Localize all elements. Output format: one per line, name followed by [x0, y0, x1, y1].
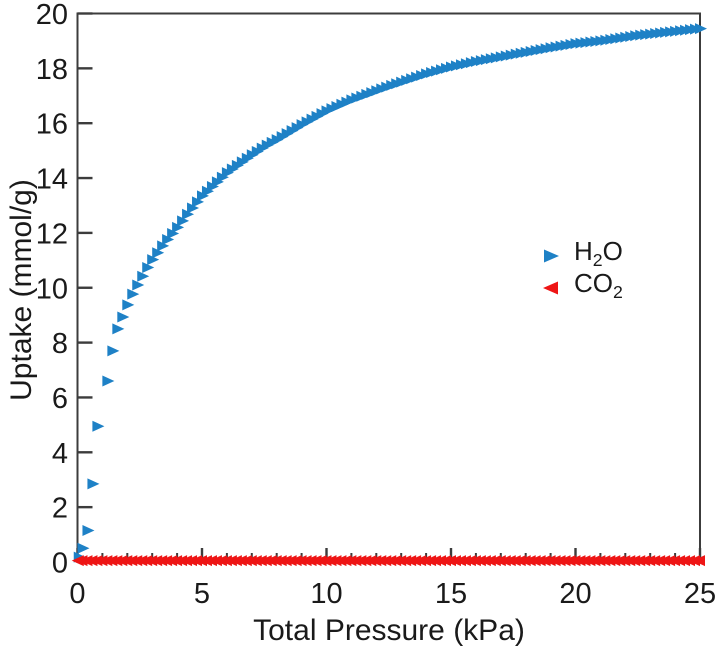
data-point-marker — [157, 240, 170, 252]
series-h2o — [73, 23, 707, 563]
data-point-marker — [162, 233, 175, 245]
y-tick-label: 2 — [52, 493, 68, 525]
y-tick-label: 20 — [36, 0, 68, 31]
data-point-marker — [122, 299, 135, 311]
x-tick-label: 15 — [435, 578, 467, 610]
data-point-marker — [102, 375, 115, 387]
y-tick-label: 14 — [36, 164, 68, 196]
data-point-marker — [92, 420, 105, 432]
y-tick-label: 10 — [36, 273, 68, 305]
x-tick-label: 5 — [194, 578, 210, 610]
x-tick-label: 25 — [684, 578, 716, 610]
data-point-marker — [182, 208, 195, 220]
x-tick-label: 10 — [310, 578, 342, 610]
data-point-marker — [87, 478, 100, 490]
data-point-marker — [177, 215, 190, 227]
x-tick-label: 0 — [69, 578, 85, 610]
data-point-marker — [127, 288, 140, 300]
y-tick-label: 18 — [36, 54, 68, 86]
legend-item-co2: CO2 — [541, 268, 623, 303]
y-tick-label: 6 — [52, 383, 68, 415]
data-point-marker — [107, 345, 120, 357]
data-point-marker — [82, 524, 95, 536]
y-tick-label: 4 — [52, 438, 68, 470]
legend-label: H2O — [574, 236, 623, 271]
y-tick-label: 12 — [36, 218, 68, 250]
y-axis-major-ticks — [77, 12, 93, 564]
y-tick-label: 0 — [52, 548, 68, 580]
legend-marker-co2-icon — [543, 281, 558, 295]
data-point-marker — [187, 202, 200, 214]
data-point-marker — [152, 247, 165, 259]
data-point-marker — [112, 323, 125, 335]
x-tick-labels: 0 5 10 15 20 25 — [69, 578, 716, 610]
legend: H2O CO2 — [541, 236, 623, 303]
data-point-marker — [137, 270, 150, 282]
data-point-marker — [172, 221, 185, 233]
data-point-marker — [147, 254, 160, 266]
legend-marker-h2o-icon — [544, 249, 559, 263]
y-axis-title: Uptake (mmol/g) — [5, 179, 38, 401]
legend-label: CO2 — [574, 268, 623, 303]
data-point-marker — [167, 227, 180, 239]
data-point-marker — [117, 311, 130, 323]
data-point-marker — [77, 542, 90, 554]
data-point-marker — [693, 555, 705, 567]
x-tick-label: 20 — [559, 578, 591, 610]
y-tick-labels: 0 2 4 6 8 10 12 14 16 18 20 — [36, 0, 68, 580]
series-co2 — [71, 555, 705, 567]
data-point-marker — [132, 279, 145, 291]
x-axis-title: Total Pressure (kPa) — [253, 614, 525, 647]
legend-item-h2o: H2O — [541, 236, 623, 271]
data-point-marker — [192, 196, 205, 208]
y-tick-label: 8 — [52, 328, 68, 360]
data-point-marker — [142, 261, 155, 273]
data-point-marker — [695, 23, 707, 35]
y-tick-label: 16 — [36, 109, 68, 141]
